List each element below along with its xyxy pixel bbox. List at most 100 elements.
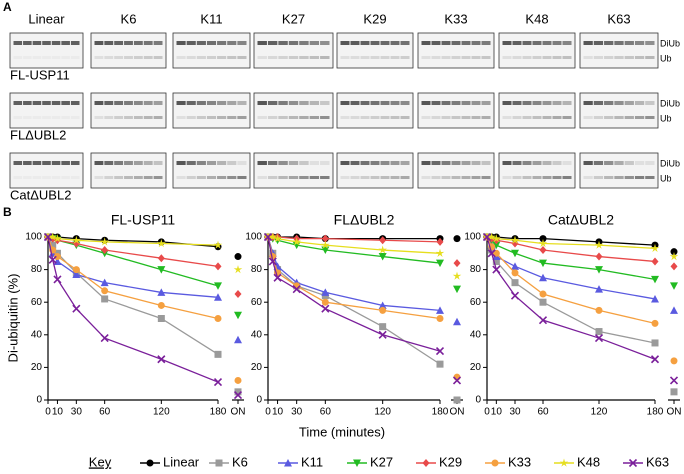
data-point bbox=[594, 240, 604, 249]
data-point bbox=[595, 252, 603, 261]
x-tick-label: 10 bbox=[272, 407, 284, 418]
data-point bbox=[669, 376, 679, 385]
data-point bbox=[492, 249, 500, 257]
band-label: DiUb bbox=[660, 38, 680, 48]
gel-band bbox=[206, 116, 217, 119]
gel-band bbox=[94, 41, 104, 45]
gel-band bbox=[350, 101, 360, 105]
gel-band bbox=[562, 101, 572, 105]
gel-lane bbox=[579, 152, 659, 189]
gel-band bbox=[32, 161, 42, 165]
gel-band bbox=[614, 41, 624, 45]
data-point bbox=[321, 304, 330, 313]
gel-band bbox=[380, 161, 390, 165]
gel-band bbox=[441, 161, 451, 165]
gel-lane bbox=[9, 92, 84, 129]
gel-band bbox=[153, 56, 163, 59]
gel-band bbox=[522, 101, 532, 105]
data-point bbox=[53, 234, 62, 243]
lane-label: Linear bbox=[28, 11, 65, 26]
y-tick-label: 80 bbox=[470, 264, 482, 275]
row-label: FLΔUBL2 bbox=[10, 127, 66, 142]
gel-lane bbox=[417, 152, 495, 189]
gel-band bbox=[552, 161, 562, 165]
gel-band bbox=[634, 41, 645, 45]
x-tick-label: 180 bbox=[432, 407, 449, 418]
gel-band bbox=[421, 176, 431, 179]
gel-band bbox=[451, 176, 461, 179]
x-tick-label: 180 bbox=[647, 407, 664, 418]
gel-band bbox=[114, 176, 124, 179]
data-point bbox=[213, 240, 223, 249]
gel-band bbox=[431, 41, 441, 45]
data-point bbox=[492, 257, 500, 265]
legend-marker bbox=[353, 459, 361, 467]
gel-band bbox=[32, 116, 42, 119]
gel-band bbox=[196, 116, 206, 119]
gel-band bbox=[32, 41, 42, 45]
gel-band bbox=[481, 116, 491, 119]
gel-band bbox=[421, 116, 431, 119]
band-label: Ub bbox=[660, 173, 672, 183]
gel-band bbox=[593, 101, 604, 105]
lane-label: K48 bbox=[525, 11, 548, 26]
data-point bbox=[670, 248, 678, 256]
gel-band bbox=[186, 176, 196, 179]
gel-band bbox=[237, 116, 247, 119]
x-tick-label: 10 bbox=[491, 407, 503, 418]
data-point bbox=[651, 319, 659, 327]
gel-band bbox=[61, 41, 70, 45]
gel-band bbox=[522, 176, 532, 179]
gel-band bbox=[42, 101, 51, 105]
gel-band bbox=[278, 116, 288, 119]
data-point bbox=[539, 290, 547, 298]
gel-band bbox=[23, 161, 32, 165]
gel-band bbox=[481, 56, 491, 59]
data-point bbox=[234, 311, 242, 320]
gel-band bbox=[390, 116, 400, 119]
data-point bbox=[651, 257, 659, 266]
data-point bbox=[268, 232, 278, 241]
y-axis-label: Di-ubiquitin (%) bbox=[5, 274, 20, 363]
gel-band bbox=[70, 161, 80, 165]
gel-band bbox=[114, 41, 124, 45]
x-tick-label: 30 bbox=[509, 407, 521, 418]
gel-band bbox=[431, 101, 441, 105]
gel-band bbox=[13, 56, 23, 59]
gel-lane bbox=[9, 32, 84, 69]
gel-band bbox=[583, 116, 593, 119]
gel-band bbox=[227, 116, 237, 119]
data-point bbox=[436, 360, 444, 368]
data-point bbox=[157, 288, 166, 296]
panel-label: A bbox=[3, 0, 12, 14]
gel-band bbox=[320, 101, 330, 105]
gel-band bbox=[340, 161, 350, 165]
gel-band bbox=[94, 56, 104, 59]
data-point bbox=[538, 239, 548, 248]
gel-band bbox=[133, 116, 143, 119]
gel-band bbox=[206, 56, 217, 59]
gel-band bbox=[634, 101, 645, 105]
gel-band bbox=[124, 56, 133, 59]
gel-band bbox=[370, 161, 380, 165]
gel-band bbox=[104, 176, 114, 179]
data-point bbox=[595, 306, 603, 314]
gel-band bbox=[583, 41, 593, 45]
gel-band bbox=[502, 56, 512, 59]
gel-band bbox=[227, 101, 237, 105]
gel-band bbox=[400, 176, 410, 179]
gel-band bbox=[143, 161, 153, 165]
data-point bbox=[487, 249, 496, 258]
gel-band bbox=[217, 176, 227, 179]
gel-band bbox=[624, 41, 634, 45]
gel-band bbox=[196, 161, 206, 165]
gel-band bbox=[593, 161, 604, 165]
gel-band bbox=[532, 41, 542, 45]
gel-band bbox=[552, 116, 562, 119]
gel-band bbox=[552, 41, 562, 45]
x-tick-label: 180 bbox=[210, 407, 227, 418]
legend-marker bbox=[628, 458, 638, 468]
data-point bbox=[594, 333, 604, 343]
data-point bbox=[214, 315, 222, 322]
legend-title: Key bbox=[89, 454, 112, 469]
